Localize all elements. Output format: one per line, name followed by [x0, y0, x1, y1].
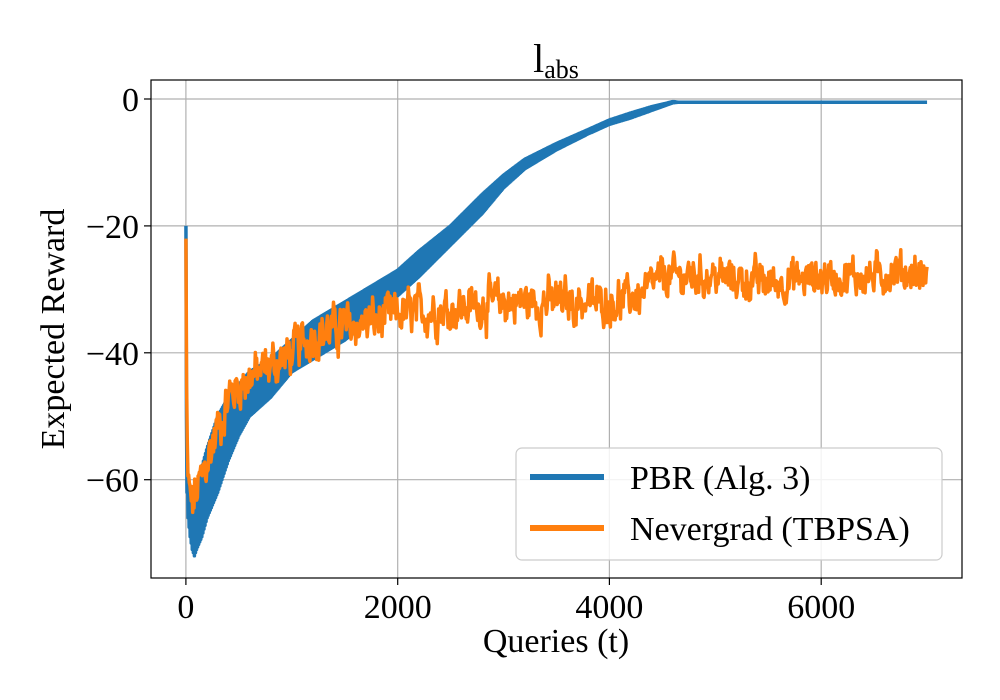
x-tick-label: 4000: [575, 589, 643, 626]
y-tick-label: −40: [86, 336, 139, 373]
y-tick-label: −60: [86, 463, 139, 500]
x-tick-label: 6000: [787, 589, 855, 626]
series-layer: [184, 99, 929, 558]
legend-label-nevergrad: Nevergrad (TBPSA): [630, 511, 910, 548]
ticks: 0 2000 4000 6000 0 −20 −40 −60: [86, 82, 855, 626]
y-tick-label: −20: [86, 209, 139, 246]
x-tick-label: 0: [177, 589, 194, 626]
y-tick-label: 0: [122, 82, 139, 119]
x-tick-label: 2000: [364, 589, 432, 626]
y-axis-label: Expected Reward: [35, 209, 72, 450]
series-line-nevergrad: [184, 238, 929, 515]
legend-label-pbr: PBR (Alg. 3): [630, 460, 810, 497]
plot-frame: [150, 79, 963, 579]
x-axis-label: Queries (t): [483, 623, 629, 660]
chart-title: labs: [533, 36, 579, 84]
legend: PBR (Alg. 3) Nevergrad (TBPSA): [515, 447, 943, 561]
legend-box: [515, 447, 943, 561]
